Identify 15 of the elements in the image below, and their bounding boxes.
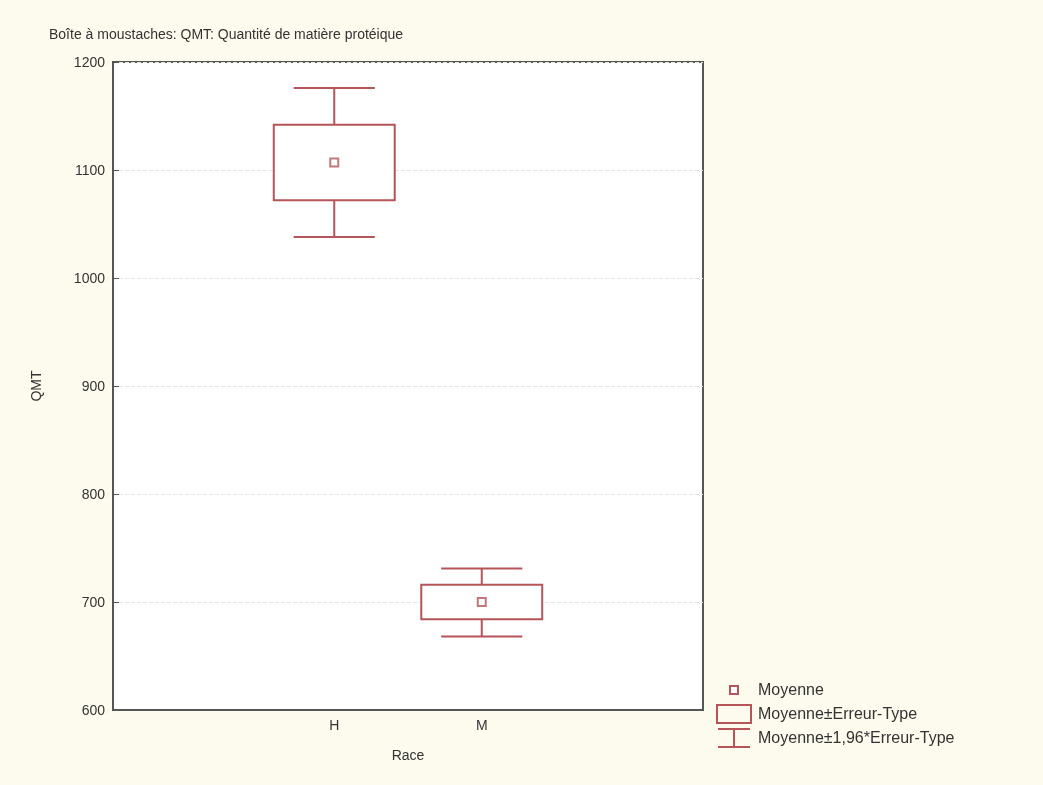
x-tick-label: M [475, 717, 488, 733]
y-tick-label: 600 [81, 702, 106, 718]
chart-title: Boîte à moustaches: QMT: Quantité de matière protéique [49, 26, 404, 42]
y-tick-label: 1000 [73, 270, 106, 286]
text: Moyenne±1,96*Erreur-Type [758, 729, 955, 747]
text: Moyenne±Erreur-Type [758, 705, 918, 723]
y-axis-title: QMT [28, 370, 44, 402]
y-tick-label: 900 [81, 378, 106, 394]
y-tick-label: 700 [81, 594, 106, 610]
x-axis-title: Race [391, 747, 425, 763]
y-tick-label: 1100 [74, 162, 106, 178]
y-tick-label: 800 [81, 486, 106, 502]
x-tick-label: H [329, 717, 340, 733]
text: Moyenne [758, 681, 824, 699]
y-tick-label: 1200 [73, 54, 106, 70]
